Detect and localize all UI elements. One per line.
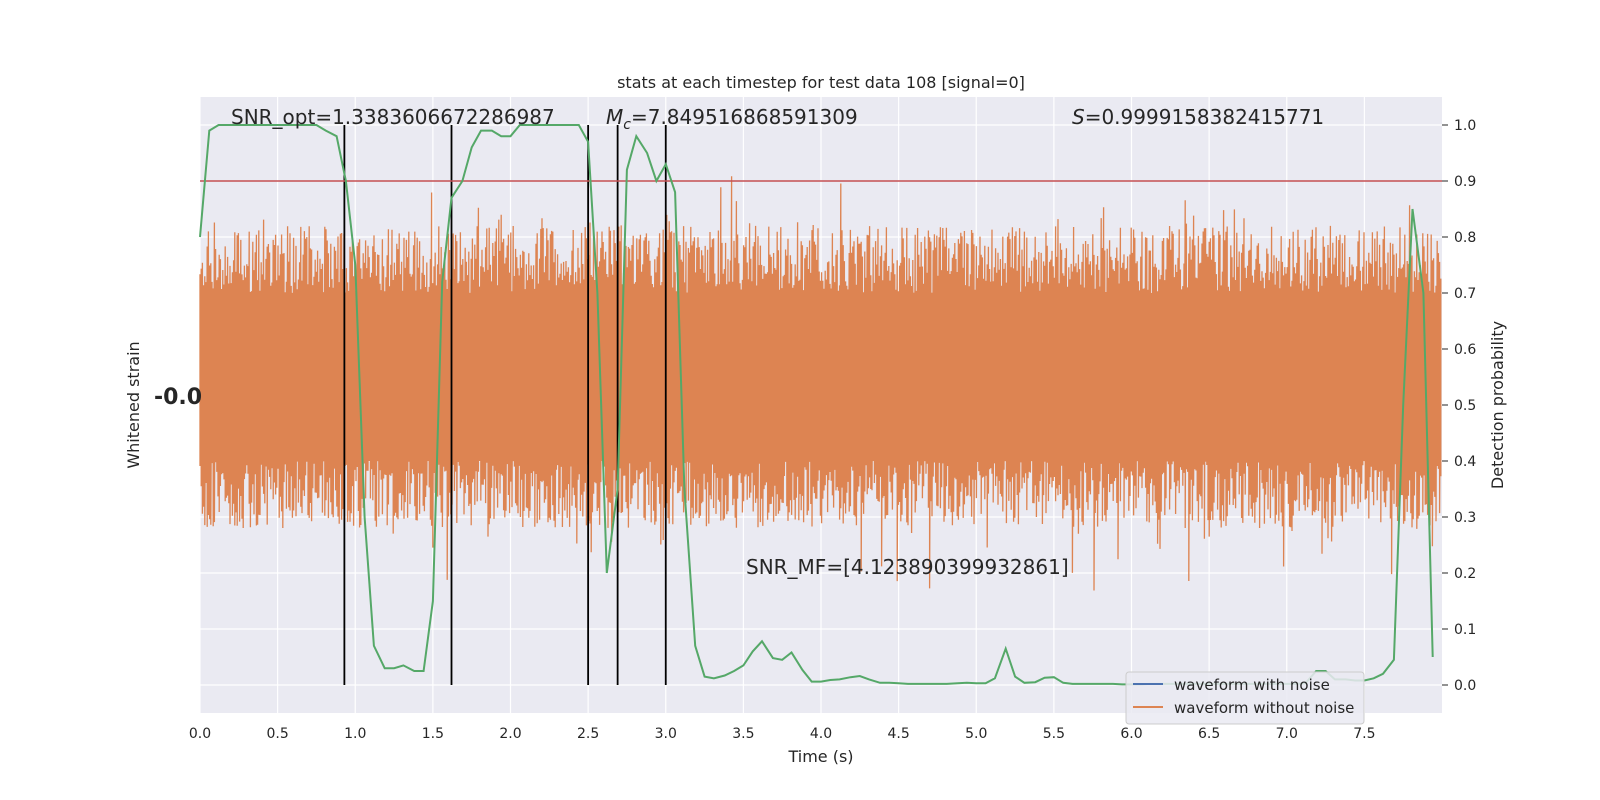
x-tick-label: 4.0: [810, 726, 832, 742]
y-tick-label: 0.4: [1454, 454, 1476, 470]
legend-label-with-noise: waveform with noise: [1174, 676, 1330, 694]
legend: waveform with noise waveform without noi…: [1125, 671, 1365, 725]
x-tick-label: 1.0: [344, 726, 366, 742]
x-tick-label: 5.5: [1043, 726, 1065, 742]
y-axis-label-right: Detection probability: [1488, 321, 1507, 489]
x-tick-label: 2.5: [577, 726, 599, 742]
y-tick-labels-right: 0.0 0.1 0.2 0.3 0.4 0.5 0.6 0.7 0.8 0.9 1.0: [1442, 118, 1476, 694]
y-tick-label: 0.5: [1454, 398, 1476, 414]
chirp-mass-annotation: Mc=7.849516868591309: [606, 105, 858, 133]
y-tick-label: 0.1: [1454, 622, 1476, 638]
x-tick-label: 5.0: [965, 726, 987, 742]
x-tick-label: 0.0: [189, 726, 211, 742]
snr-opt-annotation: SNR_opt=1.3383606672286987: [231, 105, 555, 129]
x-tick-label: 3.5: [732, 726, 754, 742]
y-tick-label: 0.7: [1454, 286, 1476, 302]
x-tick-label: 0.5: [266, 726, 288, 742]
y-tick-label: 0.0: [1454, 678, 1476, 694]
x-tick-label: 6.5: [1198, 726, 1220, 742]
chart-title: stats at each timestep for test data 108…: [617, 73, 1025, 92]
x-tick-label: 1.5: [422, 726, 444, 742]
noise-trace: [199, 176, 1442, 591]
s-annotation: S=0.9999158382415771: [1072, 105, 1324, 129]
y-tick-label: 0.8: [1454, 230, 1476, 246]
y-tick-label: 0.9: [1454, 174, 1476, 190]
y-axis-label-left: Whitened strain: [124, 341, 143, 468]
x-tick-label: 7.0: [1276, 726, 1298, 742]
legend-label-without-noise: waveform without noise: [1174, 699, 1354, 717]
left-tick-label: -0.0: [154, 385, 202, 410]
snr-mf-annotation: SNR_MF=[4.123890399932861]: [746, 555, 1069, 579]
x-tick-labels: 0.0 0.5 1.0 1.5 2.0 2.5 3.0 3.5 4.0 4.5 5.0 5.5 6.0 6…: [189, 726, 1376, 742]
y-tick-label: 0.3: [1454, 510, 1476, 526]
x-tick-label: 7.5: [1353, 726, 1375, 742]
x-tick-label: 6.0: [1120, 726, 1142, 742]
vertical-lines: [343, 125, 667, 685]
legend-box: [1125, 671, 1365, 725]
waveform-without-noise-series: [199, 176, 1442, 591]
x-tick-label: 3.0: [655, 726, 677, 742]
x-tick-label: 2.0: [499, 726, 521, 742]
x-tick-label: 4.5: [887, 726, 909, 742]
y-tick-label: 0.2: [1454, 566, 1476, 582]
x-axis-label: Time (s): [787, 747, 853, 766]
y-tick-label: 0.6: [1454, 342, 1476, 358]
y-tick-label: 1.0: [1454, 118, 1476, 134]
